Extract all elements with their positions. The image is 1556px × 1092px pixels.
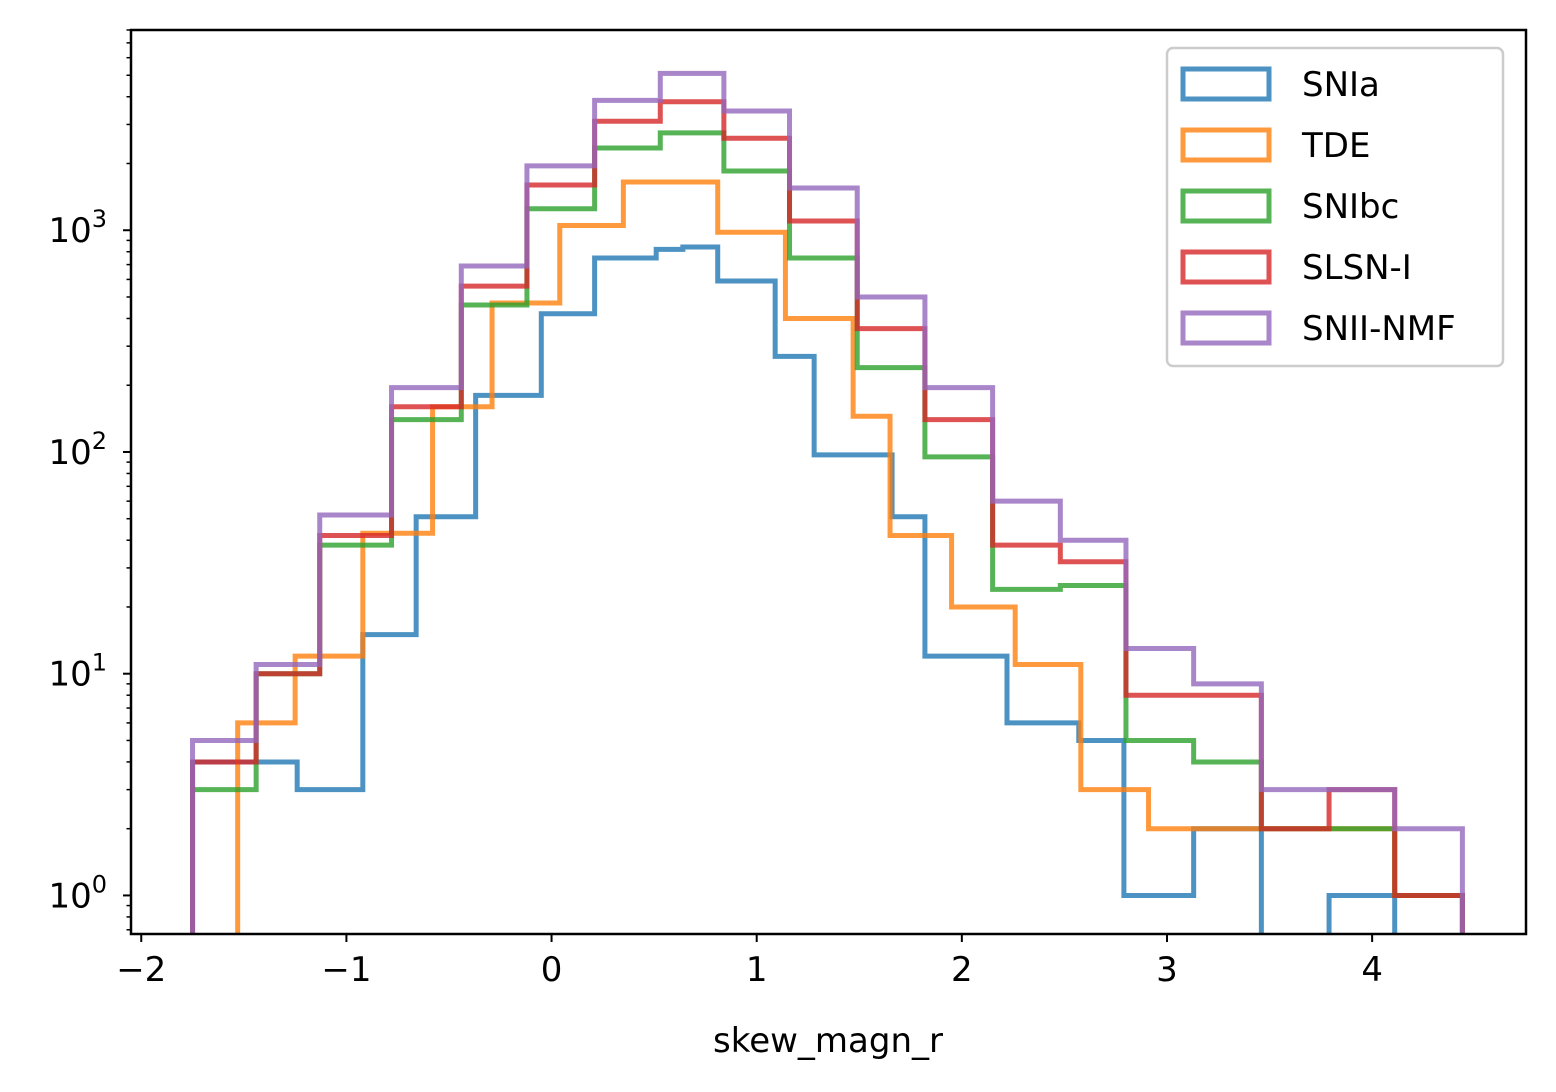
- x-tick-label: 3: [1156, 950, 1178, 990]
- legend-label-snia: SNIa: [1302, 65, 1380, 105]
- legend-label-tde: TDE: [1301, 126, 1370, 166]
- y-tick-label: 101: [48, 649, 107, 695]
- x-axis: −2 −1 0 1 2 3 4: [116, 934, 1383, 990]
- y-tick-label: 103: [48, 205, 107, 251]
- x-tick-label: 1: [746, 950, 768, 990]
- legend-label-snii-nmf: SNII-NMF: [1302, 309, 1456, 349]
- series-layer: [190, 70, 1465, 934]
- x-axis-title: skew_magn_r: [713, 1021, 943, 1061]
- plot-frame: [129, 28, 1528, 936]
- legend-label-snibc: SNIbc: [1302, 187, 1399, 227]
- y-tick-label: 100: [48, 870, 107, 916]
- legend-label-slsn-i: SLSN-I: [1302, 248, 1412, 288]
- x-tick-label: 2: [951, 950, 973, 990]
- y-axis: 100 101 102 103: [48, 29, 131, 931]
- y-tick-label: 102: [48, 427, 107, 473]
- x-tick-label: 0: [541, 950, 563, 990]
- x-tick-label: −2: [116, 950, 166, 990]
- x-tick-label: −1: [321, 950, 371, 990]
- x-tick-label: 4: [1361, 950, 1383, 990]
- legend-swatch-snibc: [1180, 188, 1272, 224]
- legend-swatch-snia: [1180, 66, 1272, 102]
- series-snia-step: [190, 244, 1398, 934]
- legend-swatch-snii-nmf: [1180, 310, 1272, 346]
- legend-swatch-slsn-i: [1180, 249, 1272, 285]
- legend-swatch-tde: [1180, 127, 1272, 163]
- legend: SNIa TDE SNIbc SLSN-I SNII-NMF: [1165, 46, 1505, 368]
- series-snii-nmf-step: [190, 70, 1465, 934]
